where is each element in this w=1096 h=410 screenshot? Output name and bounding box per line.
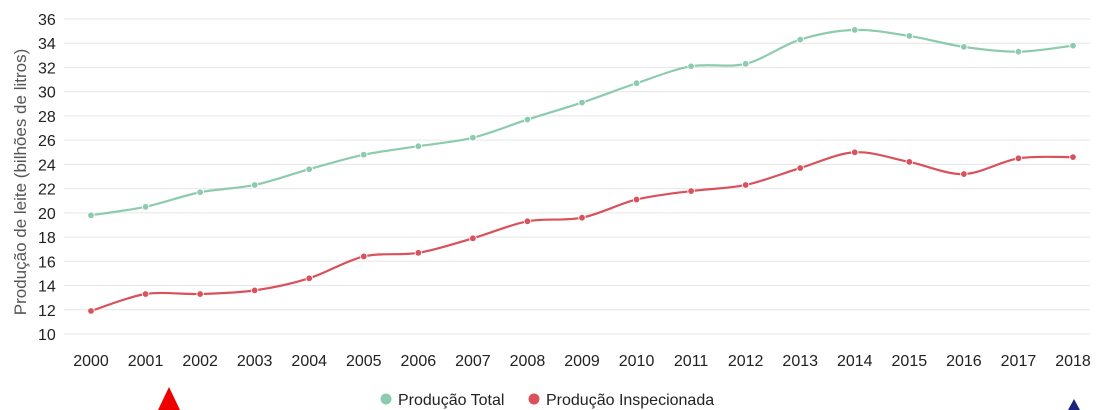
data-point bbox=[741, 181, 750, 189]
x-tick-label: 2014 bbox=[837, 353, 873, 370]
data-point bbox=[632, 195, 641, 204]
y-tick-label: 12 bbox=[38, 303, 56, 320]
x-tick-label: 2008 bbox=[510, 353, 546, 370]
x-tick-label: 2005 bbox=[346, 353, 382, 370]
x-tick-label: 2009 bbox=[564, 353, 600, 370]
data-point bbox=[796, 164, 804, 172]
y-tick-label: 14 bbox=[38, 279, 56, 296]
x-tick-label: 2001 bbox=[128, 353, 164, 370]
data-point bbox=[1069, 41, 1077, 50]
data-point bbox=[687, 187, 695, 195]
y-axis-ticks: 10 12 14 16 18 20 22 24 26 28 30 32 34 36 bbox=[38, 12, 56, 344]
data-point bbox=[87, 211, 95, 219]
data-point bbox=[250, 286, 259, 295]
y-tick-label: 28 bbox=[38, 109, 56, 126]
legend-label: Produção Total bbox=[398, 392, 504, 409]
x-tick-label: 2003 bbox=[237, 353, 273, 370]
y-tick-label: 16 bbox=[38, 254, 56, 271]
x-tick-label: 2013 bbox=[782, 353, 818, 370]
data-point bbox=[469, 134, 477, 142]
x-tick-label: 2004 bbox=[291, 353, 327, 370]
data-point bbox=[1014, 154, 1023, 163]
data-point bbox=[141, 203, 150, 211]
data-point bbox=[141, 290, 150, 298]
y-axis-title: Produção de leite (bilhões de litros) bbox=[11, 49, 30, 315]
x-tick-label: 2006 bbox=[401, 353, 437, 370]
y-tick-label: 20 bbox=[38, 206, 56, 223]
data-point bbox=[960, 43, 968, 51]
data-point bbox=[196, 188, 204, 196]
series-line-2 bbox=[90, 151, 1074, 313]
legend-marker bbox=[380, 393, 392, 405]
x-tick-label: 2017 bbox=[1001, 353, 1037, 370]
data-point bbox=[905, 158, 914, 166]
x-tick-label: 2007 bbox=[455, 353, 491, 370]
decorations bbox=[158, 387, 1080, 410]
data-point bbox=[632, 79, 641, 87]
y-tick-label: 22 bbox=[38, 182, 56, 199]
y-tick-label: 36 bbox=[38, 12, 56, 29]
data-point bbox=[1069, 153, 1077, 161]
x-tick-label: 2002 bbox=[182, 353, 218, 370]
data-point bbox=[87, 307, 95, 315]
y-tick-label: 24 bbox=[38, 157, 56, 174]
legend-item[interactable]: Produção Inspecionada bbox=[528, 392, 715, 409]
data-point bbox=[360, 252, 368, 261]
x-tick-label: 2016 bbox=[946, 353, 982, 370]
x-tick-label: 2018 bbox=[1055, 353, 1091, 370]
data-point bbox=[360, 150, 368, 159]
data-point bbox=[523, 217, 532, 226]
y-tick-label: 32 bbox=[38, 60, 56, 77]
data-point bbox=[305, 274, 313, 282]
data-point bbox=[1014, 48, 1023, 56]
data-point bbox=[305, 165, 313, 173]
y-tick-label: 26 bbox=[38, 133, 56, 150]
series-lines bbox=[90, 28, 1074, 313]
grid-lines bbox=[64, 18, 1090, 335]
x-tick-label: 2000 bbox=[73, 353, 109, 370]
y-tick-label: 30 bbox=[38, 85, 56, 102]
data-point bbox=[523, 115, 532, 124]
legend-marker bbox=[528, 393, 540, 405]
data-point bbox=[741, 60, 750, 68]
data-point bbox=[578, 98, 586, 107]
legend[interactable]: Produção Total Produção Inspecionada bbox=[380, 392, 715, 409]
x-tick-label: 2011 bbox=[674, 353, 709, 370]
data-point bbox=[578, 213, 586, 222]
legend-label: Produção Inspecionada bbox=[546, 392, 714, 409]
series-line-1 bbox=[90, 28, 1074, 217]
data-point bbox=[960, 170, 968, 178]
x-tick-label: 2012 bbox=[728, 353, 764, 370]
x-tick-label: 2015 bbox=[892, 353, 928, 370]
data-point bbox=[469, 234, 477, 242]
series-points bbox=[87, 26, 1077, 315]
data-point bbox=[414, 142, 423, 150]
data-point bbox=[796, 35, 804, 44]
data-point bbox=[196, 290, 204, 298]
x-axis-ticks: 2000 2001 2002 2003 2004 2005 2006 2007 2008 2009… bbox=[73, 353, 1091, 370]
data-point bbox=[905, 32, 914, 40]
data-point bbox=[851, 148, 859, 156]
data-point bbox=[851, 26, 859, 34]
red-triangle-icon bbox=[158, 387, 180, 410]
x-tick-label: 2010 bbox=[619, 353, 655, 370]
data-point bbox=[414, 249, 423, 257]
data-point bbox=[687, 62, 695, 70]
navy-triangle-icon bbox=[1068, 399, 1080, 410]
y-tick-label: 34 bbox=[38, 36, 56, 53]
legend-item[interactable]: Produção Total bbox=[380, 392, 505, 409]
y-tick-label: 10 bbox=[38, 327, 56, 344]
y-tick-label: 18 bbox=[38, 230, 56, 247]
data-point bbox=[250, 181, 259, 189]
